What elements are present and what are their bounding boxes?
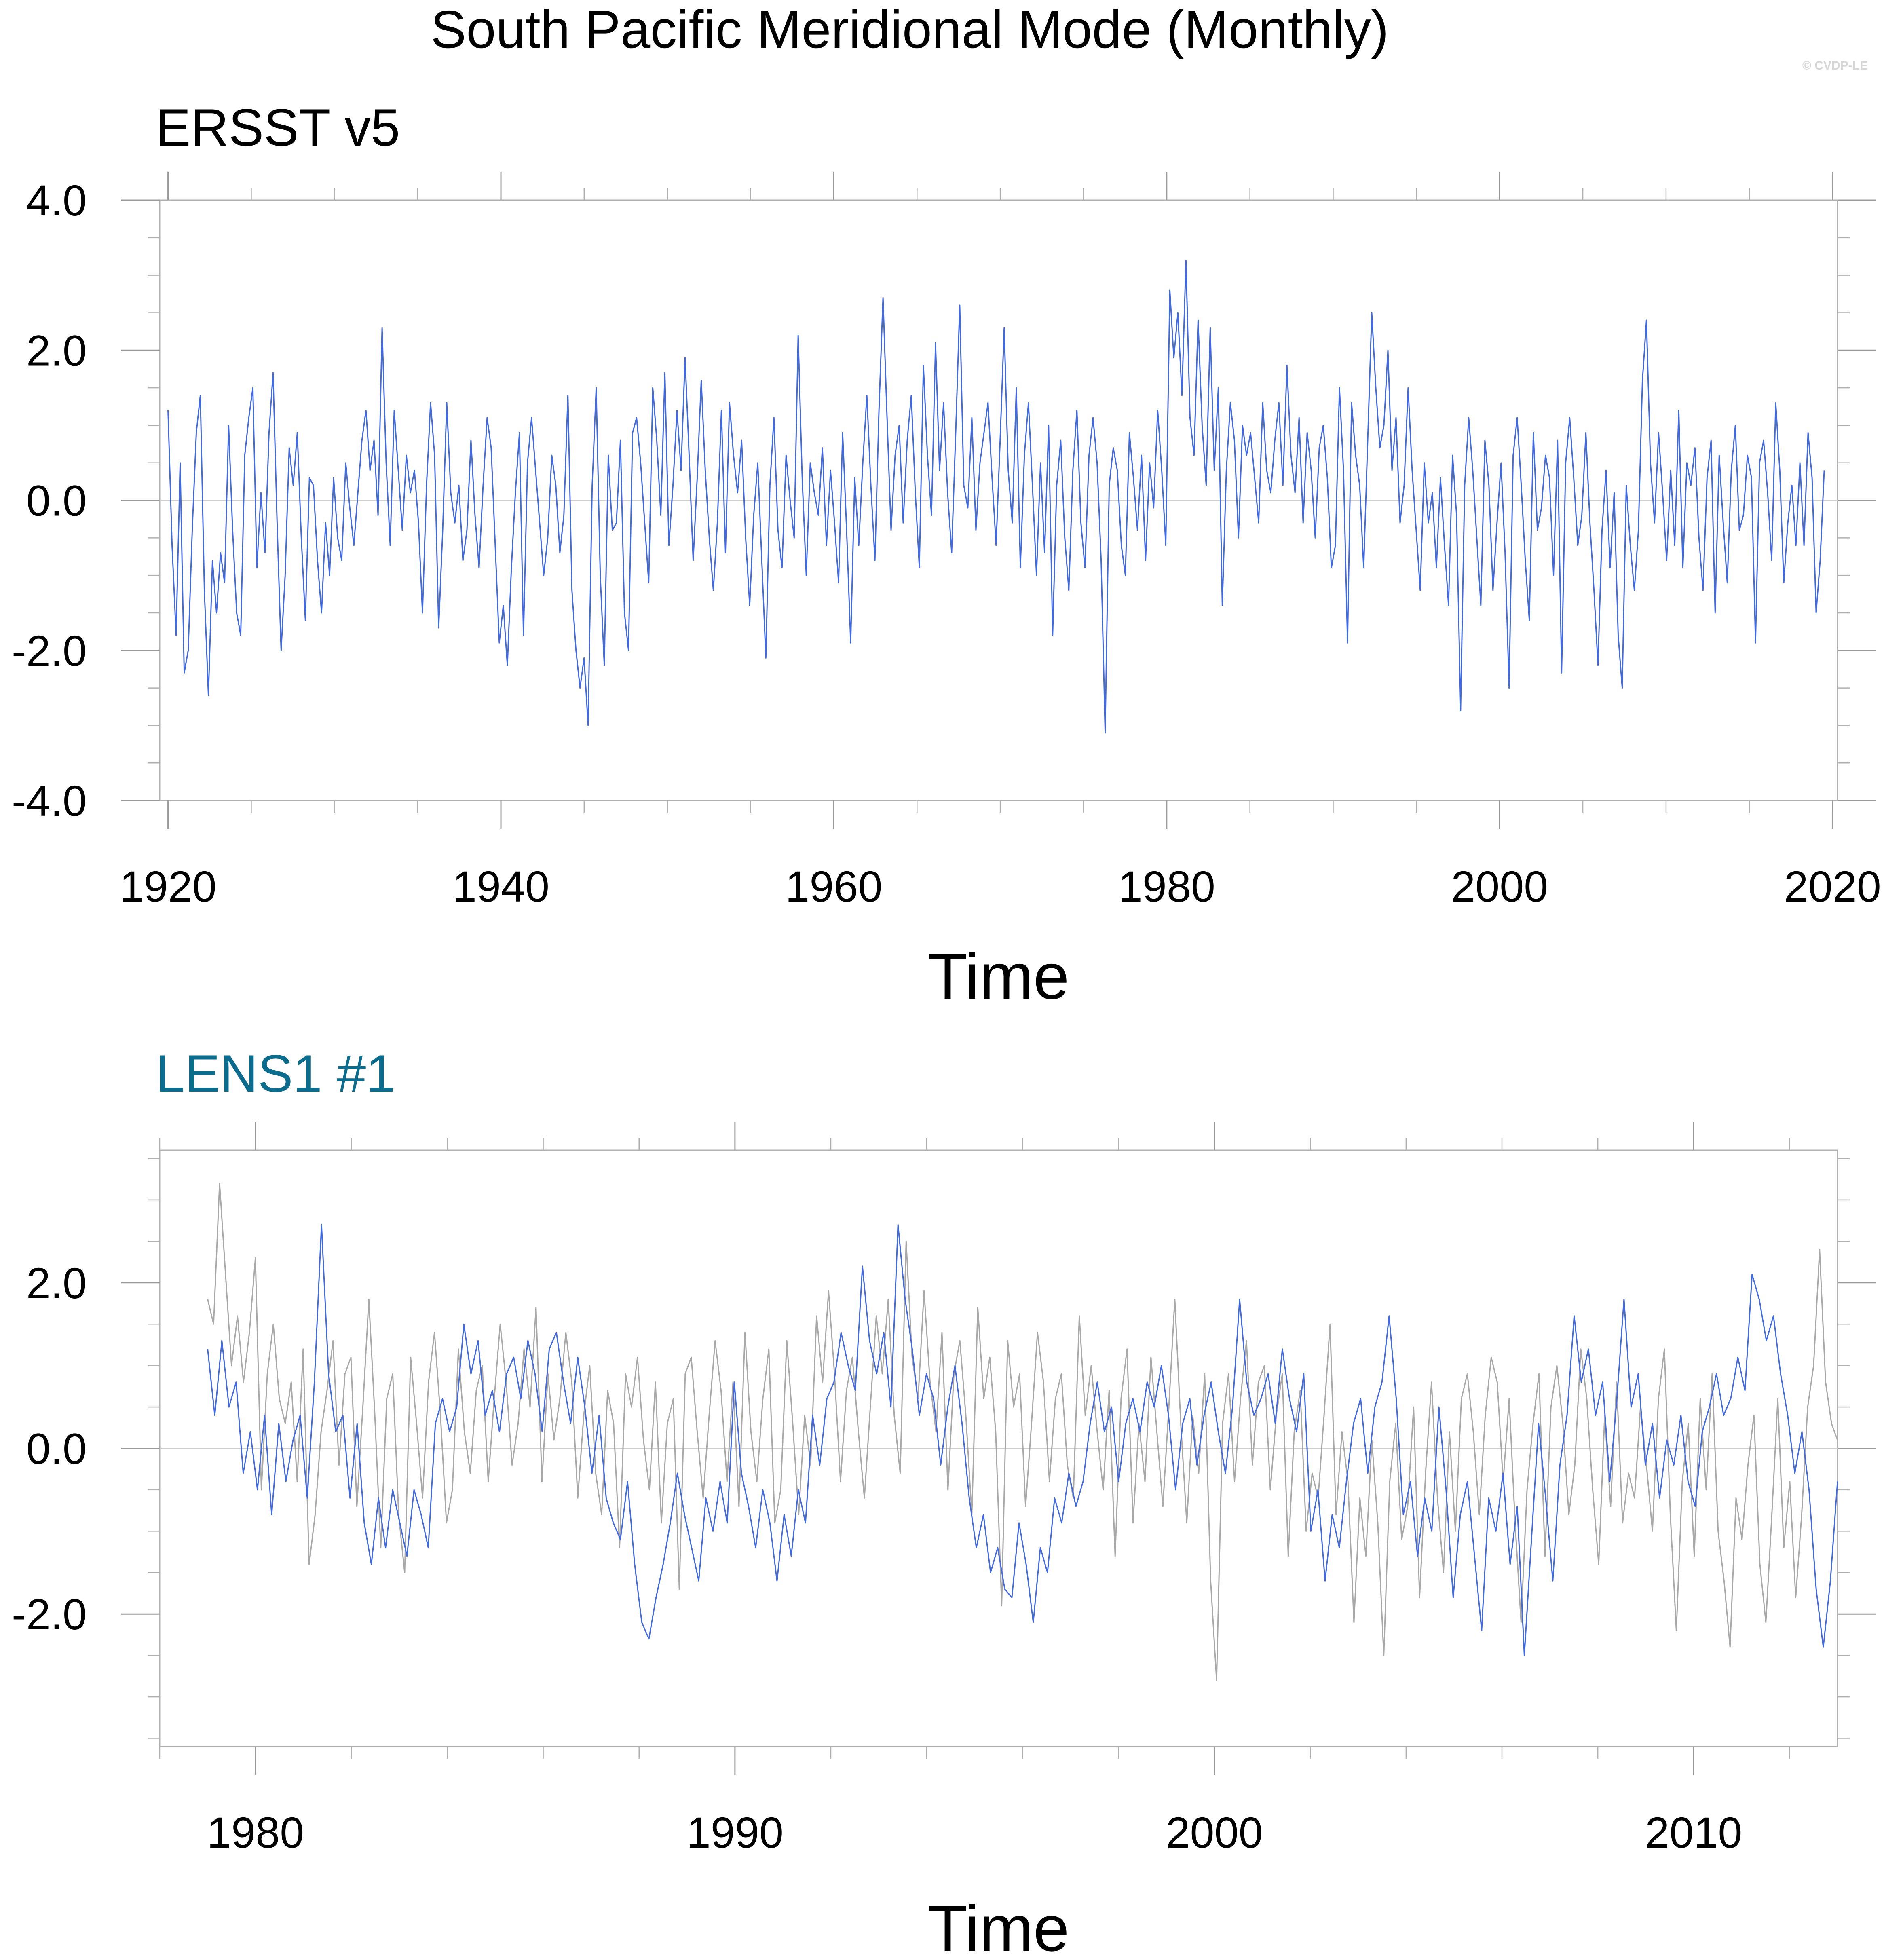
x-tick-label: 1980 xyxy=(207,1808,304,1857)
x-axis-label: Time xyxy=(928,940,1069,1012)
x-tick-label: 2000 xyxy=(1166,1808,1263,1857)
y-tick-label: -2.0 xyxy=(12,626,87,675)
y-tick-label: 4.0 xyxy=(26,176,87,225)
panel-title: LENS1 #1 xyxy=(156,1044,395,1103)
x-tick-label: 1920 xyxy=(119,862,216,911)
x-axis-label: Time xyxy=(928,1892,1069,1960)
series-line-1 xyxy=(207,1224,1838,1656)
x-tick-label: 1980 xyxy=(1118,862,1215,911)
x-tick-label: 2020 xyxy=(1784,862,1881,911)
panel-lens1: LENS1 #1 1980 1990 2000 2010 -2.0 0.0 2.0 Time xyxy=(12,1044,1876,1960)
series-line-0 xyxy=(167,260,1825,734)
panel-title: ERSST v5 xyxy=(156,98,400,157)
series-line-0 xyxy=(207,1183,1838,1681)
x-tick-label: 2010 xyxy=(1645,1808,1742,1857)
watermark: © CVDP-LE xyxy=(1802,59,1868,72)
x-tick-label: 1940 xyxy=(452,862,549,911)
y-tick-label: -4.0 xyxy=(12,776,87,825)
y-tick-label: 2.0 xyxy=(26,326,87,375)
x-tick-label: 1990 xyxy=(686,1808,784,1857)
figure-title: South Pacific Meridional Mode (Monthly) xyxy=(431,0,1389,59)
x-tick-label: 2000 xyxy=(1451,862,1548,911)
y-tick-label: 0.0 xyxy=(26,476,87,525)
y-tick-label: -2.0 xyxy=(12,1590,87,1639)
panel-ersst: ERSST v5 1920 1940 1960 1980 2000 2020 -4.0 -2.… xyxy=(12,98,1881,1012)
x-tick-label: 1960 xyxy=(785,862,882,911)
y-tick-label: 0.0 xyxy=(26,1424,87,1473)
y-tick-label: 2.0 xyxy=(26,1259,87,1307)
